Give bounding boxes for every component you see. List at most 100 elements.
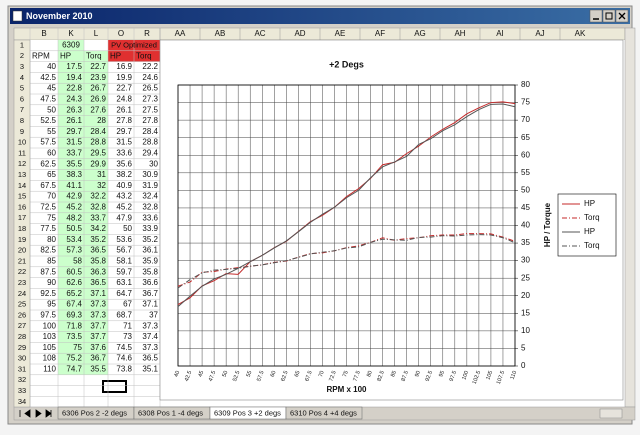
cell: 53.6 xyxy=(116,235,132,244)
row-header: 25 xyxy=(18,300,26,309)
y-tick-label: 75 xyxy=(521,98,530,107)
column-header: AK xyxy=(575,29,586,38)
cell: 62.6 xyxy=(66,278,82,287)
cell: 75.2 xyxy=(66,354,82,363)
y-tick-label: 5 xyxy=(521,344,526,353)
row-header: 9 xyxy=(20,127,24,136)
cell: 59.7 xyxy=(116,267,132,276)
cell: 27.8 xyxy=(142,116,158,125)
cell: 17.5 xyxy=(66,62,82,71)
sheet-tab[interactable] xyxy=(285,406,363,420)
cell: 45.2 xyxy=(66,203,82,212)
cell: 32.4 xyxy=(142,192,158,201)
cell: 37.3 xyxy=(90,300,106,309)
y-tick-label: 25 xyxy=(521,273,530,282)
legend-label: Torq xyxy=(584,213,600,222)
column-header-bar xyxy=(13,27,626,41)
x-tick-label: 42.5 xyxy=(184,370,193,382)
cell: 100 xyxy=(43,321,57,330)
cell: 47.5 xyxy=(40,95,56,104)
row-header: 22 xyxy=(18,267,26,276)
cell: 56.7 xyxy=(116,246,132,255)
minimize-button[interactable] xyxy=(589,9,603,23)
cell: 58.1 xyxy=(116,257,132,266)
cell: 41.1 xyxy=(66,181,82,190)
cell: 57.5 xyxy=(40,138,56,147)
cell: 30.9 xyxy=(142,170,158,179)
cell: 35.9 xyxy=(142,257,158,266)
cell: 71 xyxy=(123,321,132,330)
cell: 63.1 xyxy=(116,278,132,287)
column-header: O xyxy=(118,29,124,38)
cell: HP xyxy=(60,51,71,60)
legend-label: HP xyxy=(584,199,595,208)
row-header: 27 xyxy=(18,321,26,330)
horizontal-scrollbar[interactable] xyxy=(599,408,623,419)
cell: 45 xyxy=(47,84,56,93)
cell: 103 xyxy=(43,332,57,341)
cell: 62.5 xyxy=(40,159,56,168)
series-line xyxy=(177,101,516,305)
x-tick-label: 85 xyxy=(390,370,398,378)
cell: 37.1 xyxy=(142,300,158,309)
y-tick-label: 30 xyxy=(521,256,530,265)
y-tick-label: 40 xyxy=(521,221,530,230)
row-header: 12 xyxy=(18,159,26,168)
title-bar xyxy=(10,8,630,24)
cell: 75 xyxy=(73,343,82,352)
vertical-scrollbar[interactable] xyxy=(624,27,636,408)
column-header: AG xyxy=(414,29,426,38)
cell: 90 xyxy=(47,278,56,287)
restore-button[interactable] xyxy=(602,9,616,23)
cell: 60 xyxy=(47,149,56,158)
y-tick-label: 50 xyxy=(521,185,530,194)
cell: 28.8 xyxy=(142,138,158,147)
x-tick-label: 100 xyxy=(461,370,470,381)
cell: 87.5 xyxy=(40,267,56,276)
column-header: AD xyxy=(294,29,305,38)
cell: 53.4 xyxy=(66,235,82,244)
row-header: 26 xyxy=(18,310,26,319)
x-tick-label: 70 xyxy=(318,370,326,378)
cell: 33.9 xyxy=(142,224,158,233)
cell: 42.5 xyxy=(40,73,56,82)
cell: 26.3 xyxy=(66,105,82,114)
row-header: 18 xyxy=(18,224,26,233)
cell: 33.7 xyxy=(90,213,106,222)
sheet-tab-label: 6308 Pos 1 -4 degs xyxy=(138,408,203,417)
cell: 26.5 xyxy=(142,84,158,93)
column-header: AJ xyxy=(535,29,544,38)
x-tick-label: 97.5 xyxy=(449,370,458,382)
row-header: 7 xyxy=(20,105,24,114)
cell: 28.8 xyxy=(90,138,106,147)
column-header: L xyxy=(94,29,99,38)
row-header: 3 xyxy=(20,62,24,71)
legend-label: HP xyxy=(584,227,595,236)
cell: PV Optimized xyxy=(111,40,157,49)
column-header: B xyxy=(41,29,46,38)
cell: 45.2 xyxy=(116,203,132,212)
y-tick-label: 45 xyxy=(521,203,530,212)
x-tick-label: 65 xyxy=(294,370,302,378)
cell: 34.2 xyxy=(90,224,106,233)
cell: 32.2 xyxy=(90,192,106,201)
row-header: 20 xyxy=(18,246,26,255)
cell: 43.2 xyxy=(116,192,132,201)
column-header: AE xyxy=(335,29,346,38)
cell: 71.8 xyxy=(66,321,82,330)
cell: 47.9 xyxy=(116,213,132,222)
row-header: 33 xyxy=(18,386,26,395)
cell: 26.1 xyxy=(116,105,132,114)
tab-navigation[interactable] xyxy=(19,409,52,418)
cell: 74.7 xyxy=(66,365,82,374)
cell: 37.3 xyxy=(142,343,158,352)
x-tick-label: 105 xyxy=(485,370,494,381)
cell: 27.5 xyxy=(142,105,158,114)
row-header: 24 xyxy=(18,289,26,298)
x-tick-label: 102.5 xyxy=(472,370,482,385)
row-header: 8 xyxy=(20,116,24,125)
cell: 73 xyxy=(123,332,132,341)
cell-bg xyxy=(58,40,84,51)
cell: 22.7 xyxy=(90,62,106,71)
cell: 26.7 xyxy=(90,84,106,93)
